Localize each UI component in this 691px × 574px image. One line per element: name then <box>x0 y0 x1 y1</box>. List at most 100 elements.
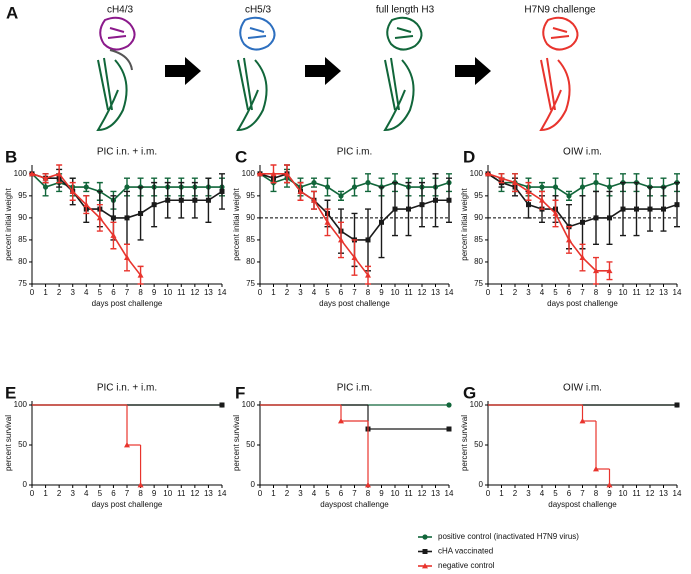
structure-label: full length H3 <box>376 5 435 16</box>
x-tick-label: 8 <box>594 288 599 297</box>
y-axis-label: percent survival <box>232 415 241 471</box>
x-axis-label: days post challenge <box>319 299 390 308</box>
marker <box>270 170 277 177</box>
marker <box>606 482 613 488</box>
x-tick-label: 1 <box>271 288 276 297</box>
y-tick-label: 75 <box>474 279 483 288</box>
x-tick-label: 9 <box>152 489 157 498</box>
x-tick-label: 10 <box>163 288 172 297</box>
x-tick-label: 12 <box>190 489 199 498</box>
x-tick-label: 9 <box>379 489 384 498</box>
y-tick-label: 95 <box>18 191 27 200</box>
x-tick-label: 1 <box>499 288 504 297</box>
y-tick-label: 85 <box>246 235 255 244</box>
x-tick-label: 6 <box>339 489 344 498</box>
series-line <box>487 173 610 272</box>
x-tick-label: 5 <box>325 489 330 498</box>
x-tick-label: 3 <box>526 489 531 498</box>
marker <box>219 188 225 194</box>
arrow <box>305 57 341 85</box>
x-tick-label: 11 <box>404 288 413 297</box>
x-tick-label: 6 <box>567 489 572 498</box>
y-tick-label: 90 <box>474 213 483 222</box>
marker <box>539 184 545 190</box>
x-tick-label: 6 <box>111 489 116 498</box>
marker <box>83 184 89 190</box>
y-tick-label: 100 <box>14 400 28 409</box>
x-tick-label: 5 <box>98 489 103 498</box>
legend-label: negative control <box>438 561 495 570</box>
marker <box>433 197 438 203</box>
marker <box>446 402 452 408</box>
x-tick-label: 1 <box>271 489 276 498</box>
y-tick-label: 85 <box>474 235 483 244</box>
panel-letter: B <box>5 147 17 166</box>
marker <box>124 254 130 260</box>
marker <box>498 175 505 181</box>
x-tick-label: 12 <box>646 489 655 498</box>
x-tick-label: 1 <box>43 489 48 498</box>
x-tick-label: 4 <box>312 489 317 498</box>
y-tick-label: 80 <box>474 257 483 266</box>
marker <box>311 197 317 203</box>
marker <box>579 418 586 424</box>
y-axis-label: percent initial weight <box>232 187 241 260</box>
marker <box>422 534 428 540</box>
panel-letter: D <box>463 147 475 166</box>
marker <box>324 184 331 190</box>
marker <box>566 236 572 243</box>
chart-title: OIW i.m. <box>563 383 602 394</box>
marker <box>83 201 90 208</box>
marker <box>566 193 572 199</box>
x-tick-label: 2 <box>57 288 62 297</box>
marker <box>365 237 371 243</box>
x-axis-label: dayspost challenge <box>320 500 389 509</box>
y-tick-label: 100 <box>14 169 28 178</box>
y-axis-label: percent initial weight <box>4 187 13 260</box>
x-tick-label: 4 <box>84 489 89 498</box>
x-tick-label: 8 <box>366 489 371 498</box>
x-tick-label: 7 <box>125 489 130 498</box>
marker <box>579 254 586 260</box>
marker <box>365 272 371 278</box>
x-tick-label: 8 <box>138 288 143 297</box>
marker <box>311 180 317 186</box>
y-tick-label: 90 <box>246 213 255 222</box>
x-tick-label: 14 <box>218 288 227 297</box>
x-tick-label: 1 <box>499 489 504 498</box>
y-tick-label: 95 <box>246 191 255 200</box>
x-tick-label: 7 <box>580 489 585 498</box>
marker <box>606 184 613 190</box>
marker <box>42 175 49 181</box>
x-tick-label: 10 <box>391 288 400 297</box>
marker <box>338 193 344 199</box>
x-tick-label: 5 <box>325 288 330 297</box>
x-tick-label: 13 <box>431 489 440 498</box>
x-tick-label: 3 <box>70 288 75 297</box>
marker <box>422 549 428 554</box>
marker <box>137 272 144 278</box>
x-tick-label: 2 <box>285 288 290 297</box>
arrow <box>455 57 491 85</box>
marker <box>192 197 198 203</box>
y-tick-label: 100 <box>242 400 256 409</box>
legend-label: positive control (inactivated H7N9 virus… <box>438 532 579 541</box>
marker <box>422 563 428 569</box>
marker <box>392 206 398 212</box>
x-tick-label: 7 <box>352 489 357 498</box>
x-tick-label: 8 <box>594 489 599 498</box>
x-tick-label: 9 <box>379 288 384 297</box>
panel-letter: E <box>5 383 16 402</box>
structure-h7n9 <box>539 16 579 132</box>
marker <box>137 482 144 488</box>
marker <box>593 215 599 221</box>
y-tick-label: 0 <box>251 480 256 489</box>
x-tick-label: 0 <box>486 288 491 297</box>
x-tick-label: 0 <box>258 288 263 297</box>
chart-title: PIC i.n. + i.m. <box>97 383 157 394</box>
x-tick-label: 3 <box>526 288 531 297</box>
marker <box>674 402 680 408</box>
marker <box>674 202 680 208</box>
marker <box>205 197 211 203</box>
marker <box>365 180 371 186</box>
